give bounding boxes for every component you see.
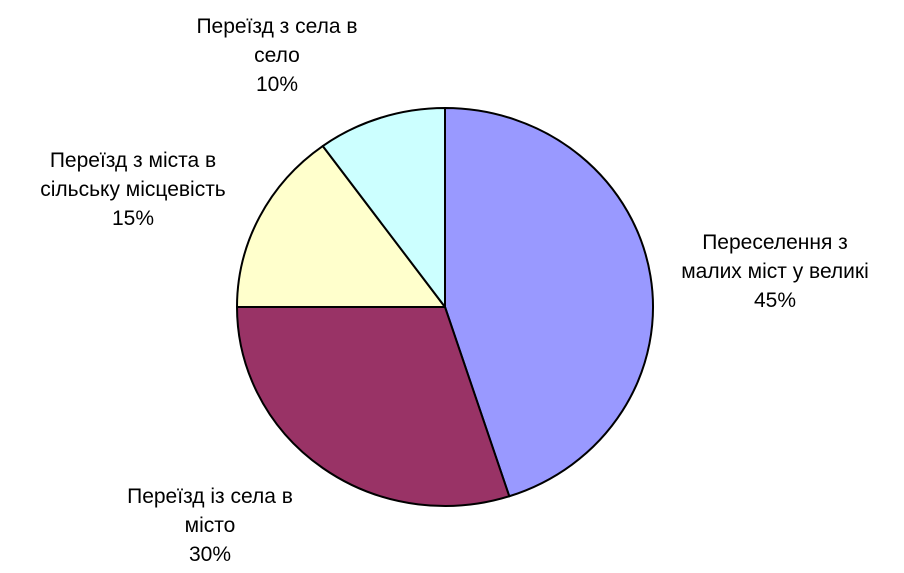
slice-label-line-2: малих міст у великі [681, 260, 869, 283]
slice-value-label: 10% [255, 73, 299, 96]
slice-label-line-1: Переїзд з міста в [49, 149, 217, 172]
slice-large-city-migration [444, 107, 654, 498]
slice-value-label: 30% [188, 543, 232, 566]
slice-village-to-city [236, 306, 511, 507]
slice-label-city-to-countryside: Переїзд з міста в сільську місцевість 15… [3, 146, 263, 233]
slice-label-village-to-city: Переїзд із села в місто 30% [90, 482, 330, 569]
slice-city-to-countryside [236, 145, 446, 308]
slice-label-line-1: Переїзд з села в [196, 15, 358, 38]
slice-value-label: 45% [753, 289, 797, 312]
slice-label-village-to-village: Переїзд з села в село 10% [157, 12, 397, 99]
slice-label-line-2: місто [184, 514, 236, 537]
slice-value-label: 15% [111, 207, 155, 230]
slice-label-line-2: село [254, 44, 300, 67]
pie-slices [236, 107, 654, 507]
slice-label-line-1: Переїзд із села в [127, 485, 293, 508]
slice-label-large-city-migration: Переселення з малих міст у великі 45% [655, 228, 895, 315]
slice-label-line-2: сільську місцевість [40, 178, 226, 201]
slice-label-line-1: Переселення з [702, 231, 848, 254]
slice-village-to-village [321, 107, 446, 308]
